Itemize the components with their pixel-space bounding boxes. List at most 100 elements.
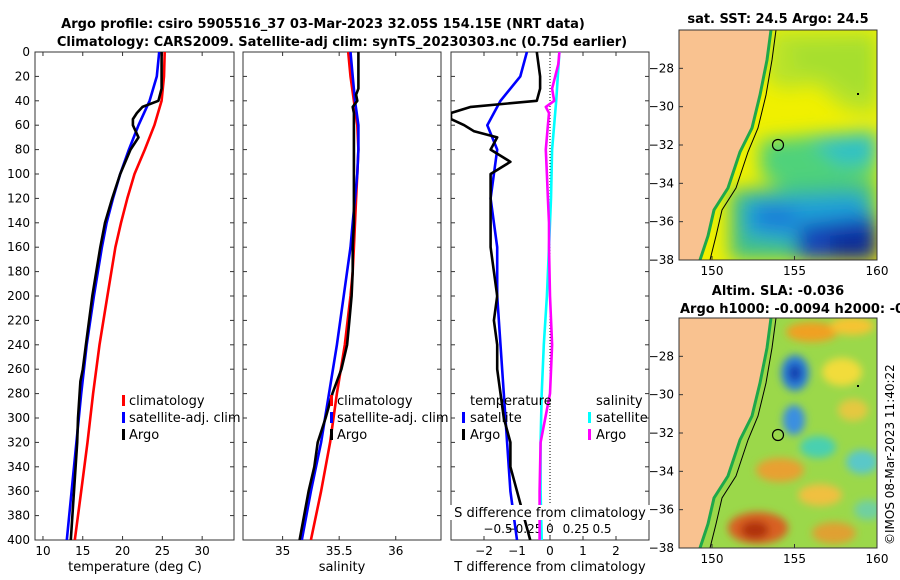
x-tick-label: 25 (155, 544, 170, 558)
legend-swatch-satellite-adj (122, 412, 125, 423)
figure-title-line2: Climatology: CARS2009. Satellite-adj cli… (57, 35, 627, 50)
x-tick-label: −1 (508, 544, 526, 558)
s-tick-label: 0.5 (592, 522, 611, 536)
lat-tick-label: −34 (649, 464, 674, 478)
temperature-panel: 0 20 40 60 80 100 120 140 160 180 200 220 240 260 280 3… (7, 45, 241, 575)
lat-tick-label: −28 (649, 61, 674, 75)
lat-tick-label: −38 (649, 253, 674, 267)
lat-tick-label: −36 (649, 503, 674, 517)
salinity-panel: 35 35.5 36 salinity climatology satellite-… (242, 51, 449, 575)
lon-tick-label: 160 (866, 264, 889, 278)
salinity-legend: climatology satellite-adj. clim Argo (330, 394, 449, 443)
series-salinity-argo (298, 52, 360, 540)
legend-swatch-t-satellite (462, 412, 465, 423)
figure-title-line1: Argo profile: csiro 5905516_37 03-Mar-20… (61, 17, 585, 32)
depth-tick-label: 20 (15, 69, 30, 83)
depth-tick-label: 340 (7, 460, 30, 474)
depth-tick-label: 400 (7, 533, 30, 547)
lat-tick-label: −30 (649, 100, 674, 114)
lon-tick-label: 150 (701, 264, 724, 278)
depth-tick-label: 0 (22, 45, 30, 59)
s-tick-label: 0 (546, 522, 554, 536)
legend-header-salinity: salinity (596, 394, 643, 409)
depth-tick-label: 280 (7, 387, 30, 401)
x-tick-label: −2 (475, 544, 493, 558)
x-tick-label: 15 (75, 544, 90, 558)
sla-map-subtitle: Argo h1000: -0.0094 h2000: -0.01 (680, 302, 900, 317)
depth-tick-label: 160 (7, 240, 30, 254)
lon-tick-label: 155 (783, 552, 806, 566)
legend-label-satellite-adj: satellite-adj. clim (337, 411, 449, 426)
depth-tick-label: 80 (15, 143, 30, 157)
lat-tick-label: −34 (649, 176, 674, 190)
salinity-xlabel: salinity (319, 560, 366, 575)
lat-tick-label: −32 (649, 426, 674, 440)
s-tick-label: −0.5 (483, 522, 512, 536)
argo-float-marker (771, 428, 785, 442)
imos-timestamp: ©IMOS 08-Mar-2023 11:40:22 (883, 364, 897, 545)
depth-tick-label: 200 (7, 289, 30, 303)
legend-label-climatology: climatology (129, 394, 205, 409)
depth-tick-label: 140 (7, 216, 30, 230)
sst-map-panel: sat. SST: 24.5 Argo: 24.5 150 155 160 −28 −3… (649, 12, 889, 278)
difference-legend: temperature satellite Argo salinity sate… (462, 394, 648, 443)
x-tick-label: 2 (612, 544, 620, 558)
depth-tick-label: 220 (7, 313, 30, 327)
sla-map-panel: Altim. SLA: -0.036 Argo h1000: -0.0094 h… (649, 284, 900, 566)
legend-swatch-t-argo (462, 429, 465, 440)
depth-tick-label: 320 (7, 435, 30, 449)
series-difference-t-argo (451, 52, 542, 540)
t-difference-xlabel: T difference from climatology (453, 560, 646, 575)
sst-field (679, 30, 877, 260)
x-tick-label: 30 (195, 544, 210, 558)
coastline-contour (709, 30, 777, 260)
s-difference-label: S difference from climatology (454, 506, 646, 521)
x-tick-label: 10 (35, 544, 50, 558)
coastline-contour (709, 318, 777, 548)
s-tick-label: 0.25 (563, 522, 590, 536)
temperature-axes-box (34, 51, 235, 541)
x-tick-label: 1 (579, 544, 587, 558)
legend-swatch-argo (122, 429, 125, 440)
legend-label-t-argo: Argo (470, 428, 500, 443)
legend-label-argo: Argo (129, 428, 159, 443)
depth-tick-label: 360 (7, 484, 30, 498)
legend-label-argo: Argo (337, 428, 367, 443)
series-temperature-argo (69, 52, 163, 540)
depth-tick-label: 240 (7, 338, 30, 352)
legend-swatch-climatology (330, 395, 333, 406)
depth-tick-label: 120 (7, 191, 30, 205)
salinity-axes-box (242, 51, 442, 541)
argo-float-marker (771, 138, 785, 152)
land-area (679, 30, 771, 260)
legend-label-s-satellite: satellite (596, 411, 648, 426)
legend-label-climatology: climatology (337, 394, 413, 409)
legend-header-temperature: temperature (470, 394, 552, 409)
depth-tick-label: 100 (7, 167, 30, 181)
x-tick-label: 36 (388, 544, 403, 558)
x-tick-label: 20 (115, 544, 130, 558)
lon-tick-label: 155 (783, 264, 806, 278)
difference-panel: −2 −1 0 1 2 −0.5−0.25 0 0.25 0.5 T difference fr… (448, 51, 652, 575)
x-tick-label: 35.5 (326, 544, 353, 558)
series-temperature-climatology (73, 52, 166, 540)
depth-tick-label: 300 (7, 411, 30, 425)
lat-tick-label: −32 (649, 138, 674, 152)
lat-tick-label: −28 (649, 349, 674, 363)
sla-field (679, 318, 877, 548)
temperature-legend: climatology satellite-adj. clim Argo (122, 394, 241, 443)
depth-tick-label: 260 (7, 362, 30, 376)
s-tick-label: −0.25 (506, 522, 543, 536)
legend-label-satellite-adj: satellite-adj. clim (129, 411, 241, 426)
lon-tick-label: 160 (866, 552, 889, 566)
series-difference-s-argo (538, 52, 561, 540)
legend-label-t-satellite: satellite (470, 411, 522, 426)
legend-swatch-argo (330, 429, 333, 440)
depth-tick-label: 40 (15, 94, 30, 108)
legend-swatch-s-satellite (588, 412, 591, 423)
s-axis-label-background (448, 505, 652, 520)
legend-swatch-s-argo (588, 429, 591, 440)
lat-tick-label: −30 (649, 388, 674, 402)
land-area (679, 318, 771, 548)
